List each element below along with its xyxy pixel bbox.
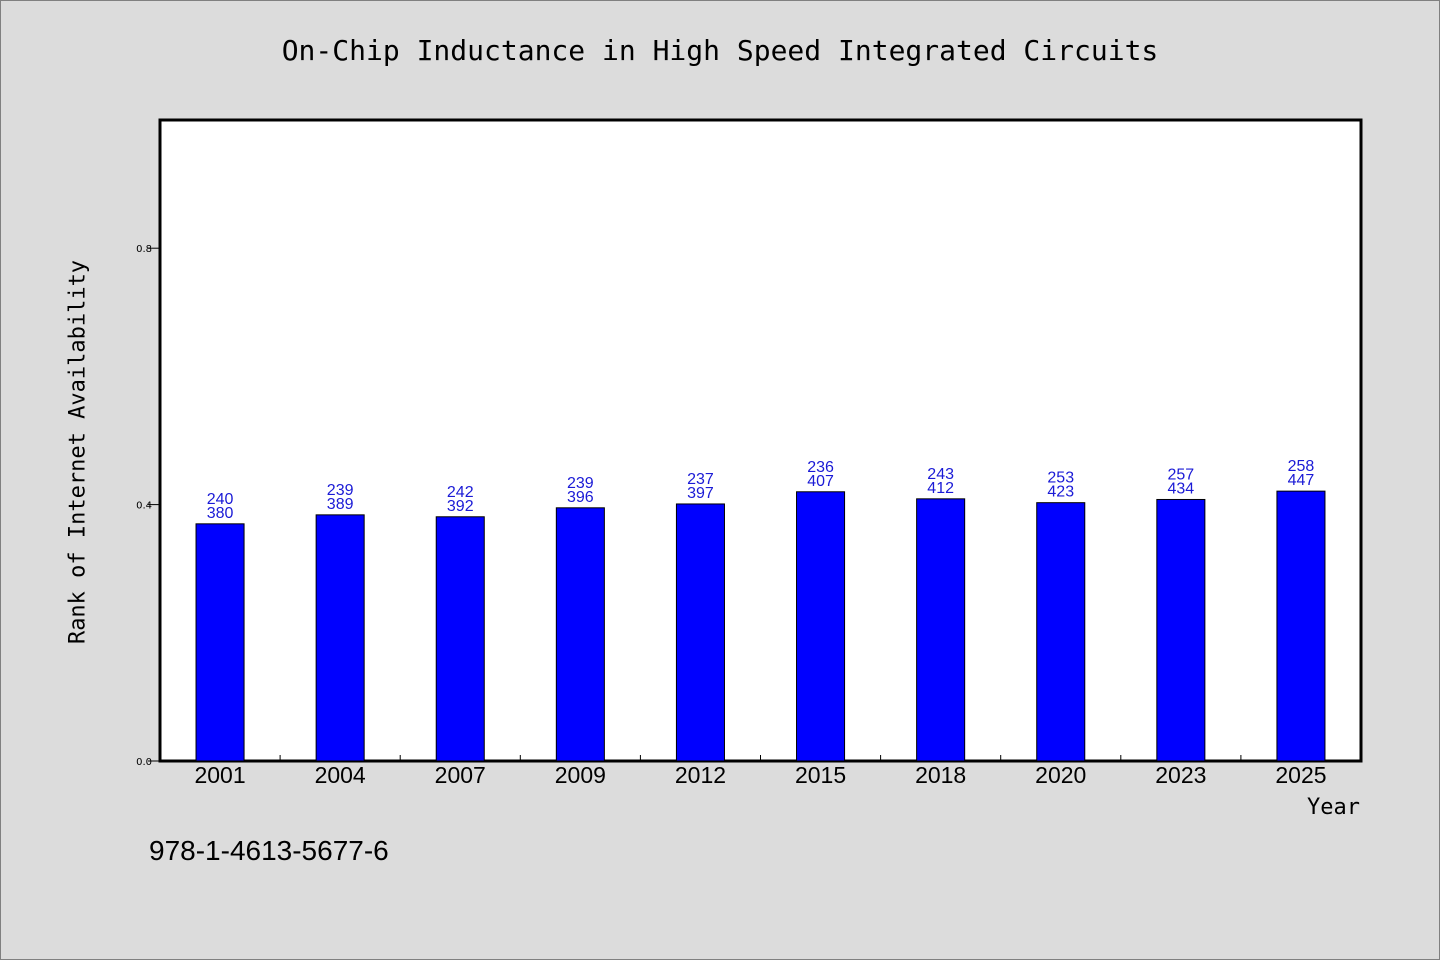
- x-tick-label: 2007: [435, 762, 486, 788]
- x-axis-label: Year: [1307, 795, 1360, 820]
- x-tick-label: 2012: [675, 762, 726, 788]
- bar-label-bottom: 380: [207, 505, 234, 522]
- bar-2009: [555, 507, 605, 762]
- bar-label-bottom: 397: [687, 485, 714, 502]
- bar-label-top: 253: [1047, 470, 1074, 487]
- bar-label-bottom: 392: [447, 498, 474, 515]
- bar-2015: [796, 491, 846, 762]
- bar-label-bottom: 396: [567, 489, 594, 506]
- bar-label-top: 239: [327, 482, 354, 499]
- y-axis-ticks: 0.0 0.4 0.8: [136, 244, 160, 768]
- bar-label-top: 242: [447, 484, 474, 501]
- y-tick-label: 0.0: [136, 757, 152, 768]
- y-tick-label: 0.8: [136, 244, 152, 255]
- bar-label-top: 239: [567, 475, 594, 492]
- bars-group: [195, 490, 1326, 762]
- footer-identifier: 978-1-4613-5677-6: [149, 835, 389, 866]
- bar-2025: [1276, 490, 1326, 762]
- bar-label-top: 257: [1167, 466, 1194, 483]
- bar-label-bottom: 407: [807, 473, 834, 490]
- bar-2020: [1036, 502, 1086, 762]
- x-tick-label: 2001: [194, 762, 245, 788]
- x-tick-label: 2015: [795, 762, 846, 788]
- bar-2007: [435, 516, 485, 762]
- x-tick-label: 2025: [1275, 762, 1326, 788]
- bar-label-top: 243: [927, 466, 954, 483]
- x-tick-label: 2023: [1155, 762, 1206, 788]
- bar-label-bottom: 412: [927, 480, 954, 497]
- x-tick-label: 2009: [555, 762, 606, 788]
- bar-label-bottom: 434: [1167, 480, 1194, 497]
- bar-label-top: 240: [207, 491, 234, 508]
- x-tick-label: 2018: [915, 762, 966, 788]
- bar-label-bottom: 423: [1047, 484, 1074, 501]
- bar-2023: [1156, 498, 1206, 762]
- x-tick-label: 2020: [1035, 762, 1086, 788]
- x-tick-label: 2004: [315, 762, 366, 788]
- bar-2012: [675, 503, 725, 762]
- bar-2004: [315, 514, 365, 762]
- bar-label-top: 236: [807, 459, 834, 476]
- chart-title: On-Chip Inductance in High Speed Integra…: [281, 34, 1159, 67]
- bar-label-top: 237: [687, 471, 714, 488]
- bar-label-top: 258: [1288, 458, 1315, 475]
- bar-label-bottom: 389: [327, 496, 354, 513]
- bar-2001: [195, 523, 245, 762]
- x-axis-ticks: 2001 2004 2007 2009 2012 2015 2018 2020 2023 2025: [194, 755, 1327, 788]
- bar-2018: [916, 498, 966, 762]
- bar-label-bottom: 447: [1288, 472, 1315, 489]
- y-tick-label: 0.4: [136, 501, 152, 512]
